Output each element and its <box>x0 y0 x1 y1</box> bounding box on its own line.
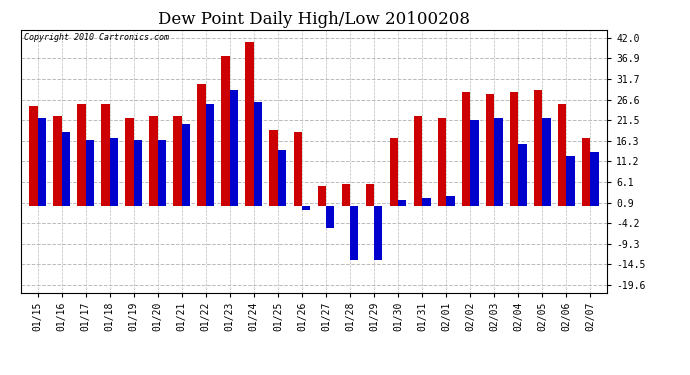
Bar <box>110 138 118 206</box>
Bar <box>158 140 166 206</box>
Bar <box>398 200 406 206</box>
Text: Copyright 2010 Cartronics.com: Copyright 2010 Cartronics.com <box>23 33 168 42</box>
Bar <box>366 184 374 206</box>
Bar <box>414 116 422 206</box>
Bar <box>591 152 599 206</box>
Bar <box>566 156 575 206</box>
Bar <box>230 90 238 206</box>
Bar <box>29 106 37 206</box>
Bar <box>149 116 158 206</box>
Bar <box>534 90 542 206</box>
Bar <box>390 138 398 206</box>
Bar <box>422 198 431 206</box>
Bar <box>37 118 46 206</box>
Bar <box>101 104 110 206</box>
Bar <box>558 104 566 206</box>
Bar <box>510 92 518 206</box>
Bar <box>486 94 494 206</box>
Title: Dew Point Daily High/Low 20100208: Dew Point Daily High/Low 20100208 <box>158 12 470 28</box>
Bar <box>246 42 254 206</box>
Bar <box>270 130 278 206</box>
Bar <box>254 102 262 206</box>
Bar <box>221 56 230 206</box>
Bar <box>437 118 446 206</box>
Bar <box>206 104 214 206</box>
Bar <box>173 116 181 206</box>
Bar <box>302 206 311 210</box>
Bar <box>134 140 142 206</box>
Bar <box>61 132 70 206</box>
Bar <box>317 186 326 206</box>
Bar <box>197 84 206 206</box>
Bar <box>446 196 455 206</box>
Bar <box>53 116 61 206</box>
Bar <box>518 144 526 206</box>
Bar <box>86 140 94 206</box>
Bar <box>342 184 350 206</box>
Bar <box>126 118 134 206</box>
Bar <box>462 92 470 206</box>
Bar <box>582 138 591 206</box>
Bar <box>326 206 335 228</box>
Bar <box>542 118 551 206</box>
Bar <box>278 150 286 206</box>
Bar <box>293 132 302 206</box>
Bar <box>470 120 479 206</box>
Bar <box>374 206 382 261</box>
Bar <box>77 104 86 206</box>
Bar <box>181 124 190 206</box>
Bar <box>350 206 358 261</box>
Bar <box>494 118 502 206</box>
